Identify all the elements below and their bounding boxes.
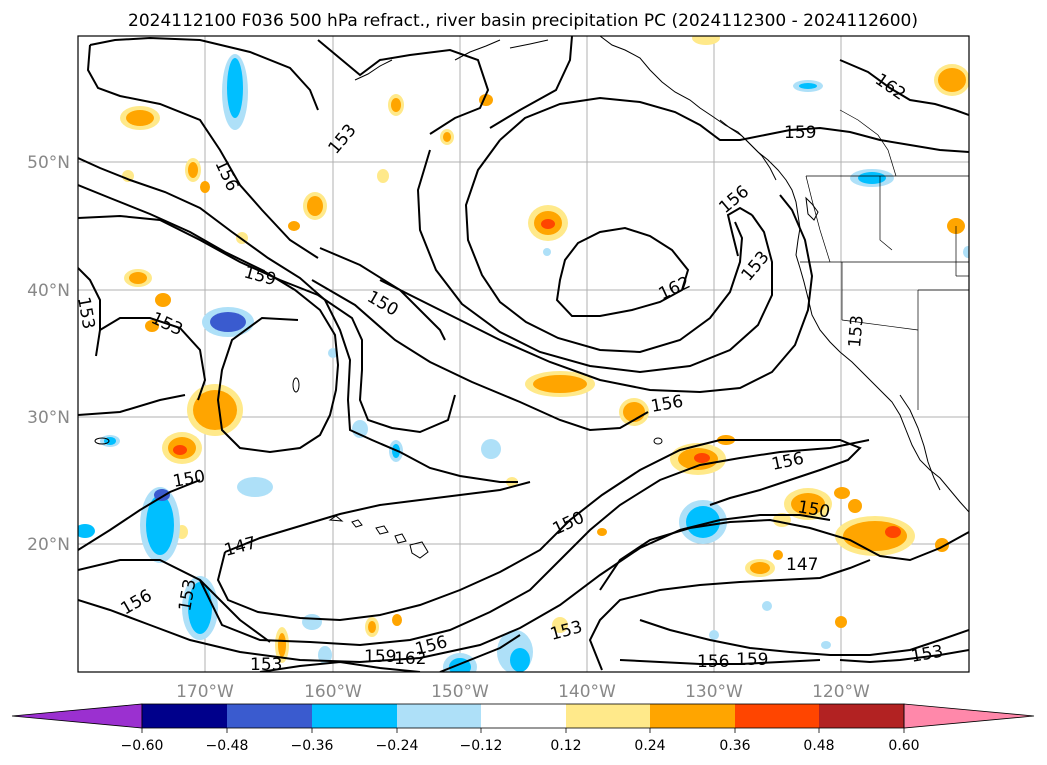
contour-label: 159 xyxy=(784,123,816,143)
political-borders xyxy=(800,109,969,410)
colorbar-bin xyxy=(566,704,650,728)
contour-label: 147 xyxy=(786,555,818,575)
colorbar-bin xyxy=(227,704,312,728)
colorbar-bin xyxy=(819,704,904,728)
colorbar-bin xyxy=(142,704,227,728)
refractivity-contours xyxy=(78,36,969,672)
contour-label: 156 xyxy=(697,652,729,672)
contour-label: 153 xyxy=(845,314,868,348)
lon-label-120w: 120°W xyxy=(812,682,870,702)
contour-label: 159 xyxy=(364,647,396,667)
lon-label-170w: 170°W xyxy=(176,682,234,702)
colorbar-outline xyxy=(141,703,905,729)
map-content: 162 162 162 159 159 159 159 156 156 156 … xyxy=(73,36,969,675)
figure-title: 2024112100 F036 500 hPa refract., river … xyxy=(128,11,918,31)
lat-label-30n: 30°N xyxy=(27,408,70,428)
precip-positive-patches xyxy=(120,36,969,663)
lon-label-150w: 150°W xyxy=(431,682,489,702)
contour-label: 153 xyxy=(73,295,98,330)
colorbar-bin xyxy=(312,704,397,728)
colorbar-tick-label: 0.24 xyxy=(634,738,665,754)
contour-label: 153 xyxy=(250,655,282,675)
islands xyxy=(94,377,663,559)
colorbar-bin xyxy=(650,704,735,728)
colorbar-tick-label: −0.12 xyxy=(460,738,503,754)
colorbar-tick-label: −0.36 xyxy=(291,738,334,754)
colorbar-tick-label: 0.60 xyxy=(888,738,919,754)
colorbar-tick-label: −0.24 xyxy=(376,738,419,754)
lon-label-140w: 140°W xyxy=(558,682,616,702)
colorbar-tick-label: −0.48 xyxy=(206,738,249,754)
colorbar-extend-high xyxy=(903,703,1035,729)
lat-label-40n: 40°N xyxy=(27,281,70,301)
contour-label: 162 xyxy=(394,649,426,669)
colorbar-tick-label: 0.36 xyxy=(719,738,750,754)
colorbar-bin xyxy=(735,704,819,728)
lon-label-160w: 160°W xyxy=(304,682,362,702)
colorbar-bin xyxy=(481,704,566,728)
map-background xyxy=(78,36,969,672)
lat-label-20n: 20°N xyxy=(27,535,70,555)
contour-label: 159 xyxy=(736,650,768,670)
colorbar-tick-label: 0.12 xyxy=(550,738,581,754)
coastline xyxy=(354,36,969,513)
longitude-labels: 170°W 160°W 150°W 140°W 130°W 120°W xyxy=(176,682,870,702)
map-frame xyxy=(77,35,970,673)
colorbar: −0.60 −0.48 −0.36 −0.24 −0.12 0.12 0.24 … xyxy=(11,703,1035,754)
precip-negative-patches xyxy=(78,54,969,672)
colorbar-tick-label: −0.60 xyxy=(121,738,164,754)
lat-label-50n: 50°N xyxy=(27,153,70,173)
colorbar-tick-label: 0.48 xyxy=(803,738,834,754)
colorbar-bin xyxy=(397,704,481,728)
colorbar-extend-low xyxy=(11,703,143,729)
lon-label-130w: 130°W xyxy=(685,682,743,702)
latitude-labels: 50°N 40°N 30°N 20°N xyxy=(27,153,70,555)
